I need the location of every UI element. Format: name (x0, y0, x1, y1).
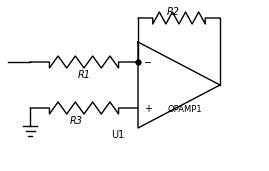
Text: +: + (144, 104, 152, 114)
Text: R3: R3 (69, 116, 83, 126)
Text: R1: R1 (77, 70, 90, 80)
Text: OPAMP1: OPAMP1 (168, 106, 202, 115)
Text: U1: U1 (111, 130, 125, 140)
Text: R2: R2 (167, 7, 179, 17)
Text: −: − (144, 58, 152, 68)
